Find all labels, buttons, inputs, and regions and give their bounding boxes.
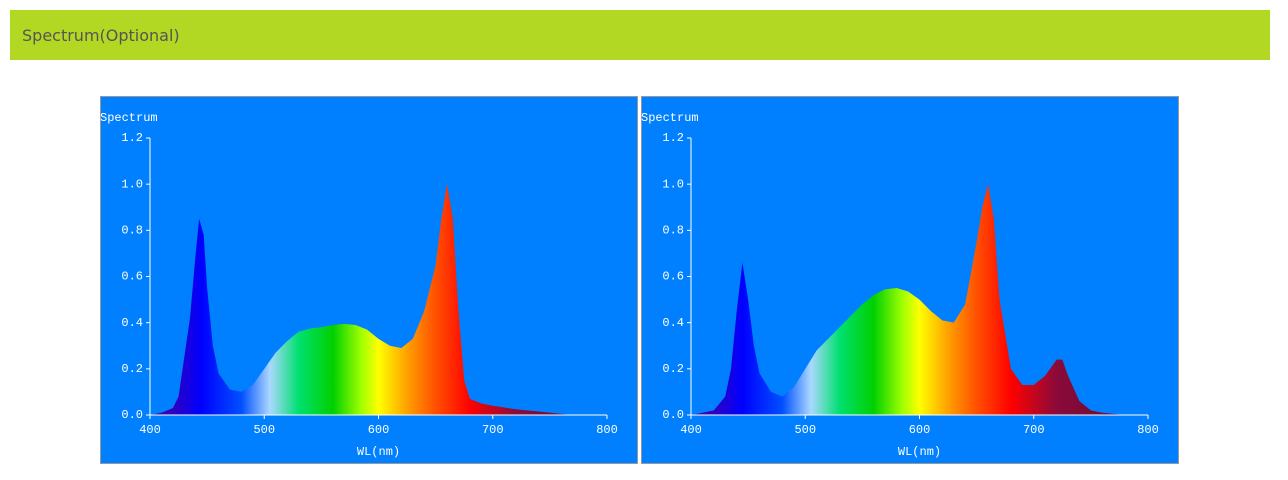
y-tick-label: 1.2 [662,131,684,145]
section-header: Spectrum(Optional) [10,10,1270,60]
x-tick-label: 700 [482,423,504,437]
x-tick-label: 700 [1023,423,1045,437]
y-tick-label: 0.4 [662,316,684,330]
spectrum-area [691,184,1126,415]
chart-title: Spectrum [641,111,699,125]
x-tick-label: 600 [909,423,931,437]
y-tick-label: 0.0 [662,408,684,422]
section-title: Spectrum(Optional) [22,26,180,45]
y-tick-label: 0.8 [121,224,143,238]
y-tick-label: 0.0 [121,408,143,422]
x-tick-label: 600 [368,423,390,437]
y-tick-label: 0.2 [662,362,684,376]
y-tick-label: 0.8 [662,224,684,238]
y-tick-label: 0.6 [662,270,684,284]
x-tick-label: 400 [139,423,161,437]
y-tick-label: 1.0 [121,177,143,191]
x-tick-label: 800 [596,423,618,437]
chart: Spectrum WL(nm) 0.0 0.2 0.4 0.6 0.8 1.0 1.2 400 50… [100,96,638,464]
x-axis-label: WL(nm) [898,445,941,459]
x-axis-label: WL(nm) [357,445,400,459]
y-tick-label: 1.2 [121,131,143,145]
x-tick-label: 500 [794,423,816,437]
y-tick-label: 0.6 [121,270,143,284]
y-tick-label: 0.4 [121,316,143,330]
x-tick-label: 500 [253,423,275,437]
x-tick-label: 400 [680,423,702,437]
chart: Spectrum WL(nm) 0.0 0.2 0.4 0.6 0.8 1.0 1.2 400 50… [641,96,1179,464]
spectrum-area [150,184,573,415]
y-tick-label: 1.0 [662,177,684,191]
chart-title: Spectrum [100,111,158,125]
x-tick-label: 800 [1137,423,1159,437]
y-tick-label: 0.2 [121,362,143,376]
